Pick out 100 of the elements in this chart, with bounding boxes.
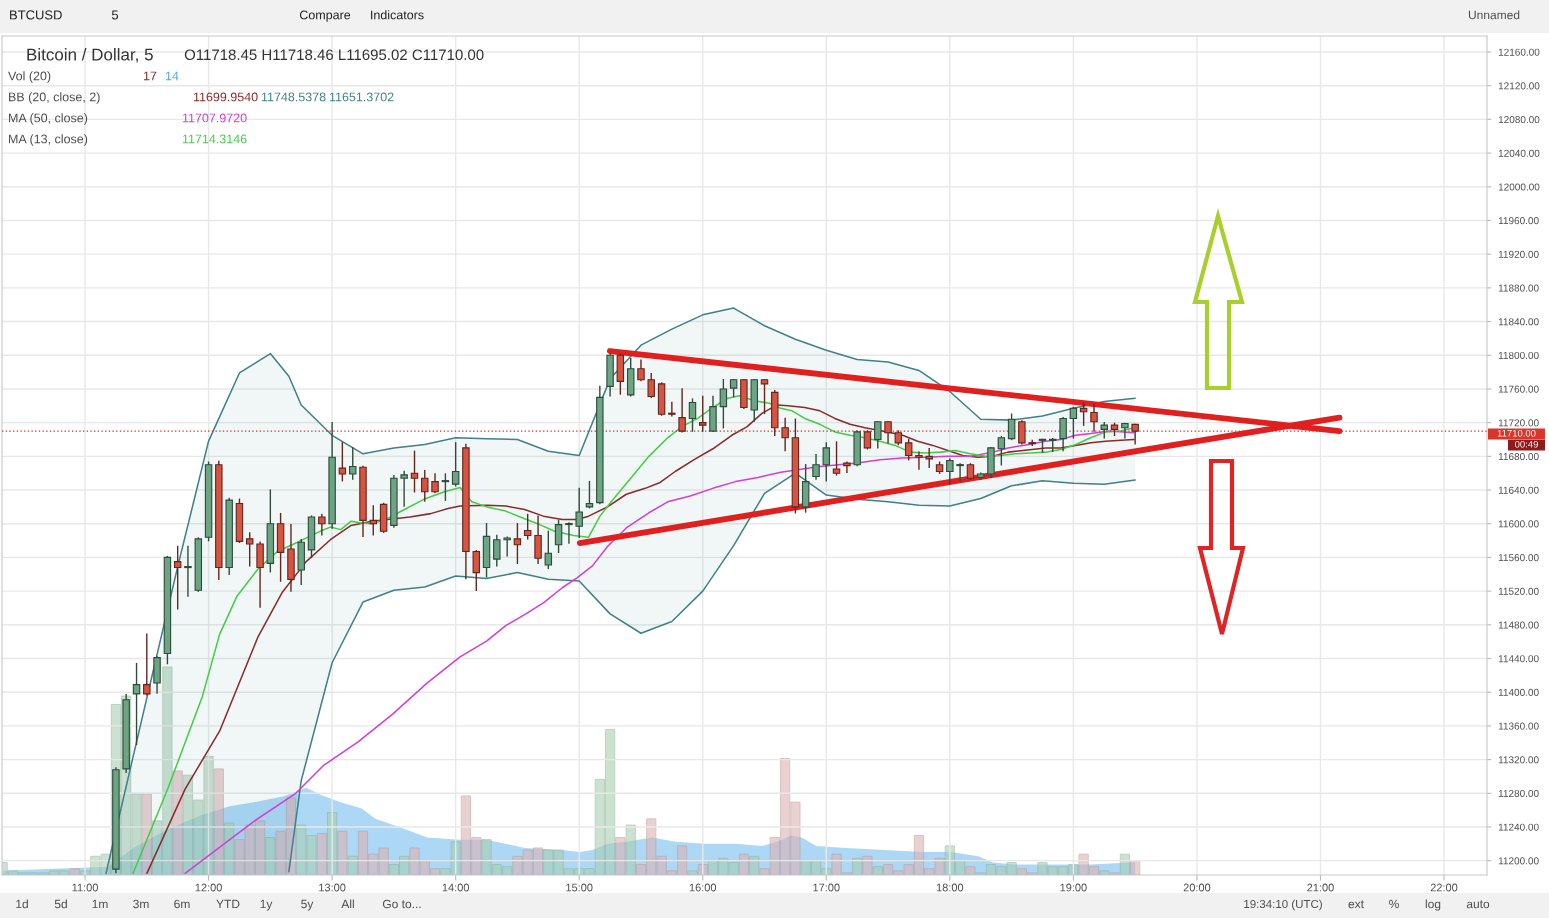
candlestick (143, 633, 151, 696)
text: log (1425, 899, 1441, 911)
bar (913, 834, 925, 875)
annotation: Vol (20) (8, 71, 51, 83)
bar (625, 824, 636, 875)
text: Compare (299, 10, 351, 22)
bar (872, 866, 883, 875)
y-tick-label: 11400.00 (1498, 688, 1539, 696)
bar (831, 853, 842, 875)
bar (316, 832, 327, 875)
candlestick (245, 532, 254, 567)
y-tick-label: 11840.00 (1498, 318, 1539, 326)
y-tick-label: 11800.00 (1498, 351, 1539, 359)
candlestick (997, 436, 1006, 466)
text: Indicators (371, 10, 424, 20)
candlestick (554, 519, 563, 554)
bar (553, 849, 564, 875)
candlestick (1069, 406, 1078, 439)
annotation: 11699.9540 (193, 92, 258, 102)
bar (728, 862, 739, 875)
bar (749, 855, 760, 875)
bar (337, 830, 348, 875)
text: 19:34:10 (UTC) (1244, 899, 1322, 911)
candlestick (874, 421, 882, 449)
y-tick-label: 11480.00 (1498, 621, 1539, 629)
candlestick (493, 534, 501, 567)
x-tick-label: 13:00 (319, 883, 346, 892)
x-tick-label: 16:00 (689, 883, 717, 892)
y-tick-label: 11960.00 (1498, 217, 1539, 225)
candlestick (946, 458, 954, 485)
bar (471, 837, 482, 875)
bar (862, 855, 873, 875)
candlestick (534, 515, 542, 565)
annotation: 11707.9720 (182, 113, 247, 123)
x-tick-label: 19:00 (1060, 883, 1087, 892)
bar (656, 855, 667, 875)
bar (882, 864, 894, 875)
bar (357, 830, 369, 875)
y-tick-label: 11360.00 (1498, 722, 1539, 730)
candlestick (925, 448, 933, 468)
candlestick (349, 447, 357, 480)
candlestick (668, 401, 676, 417)
y-tick-label: 11240.00 (1498, 823, 1539, 831)
candlestick (421, 469, 429, 502)
y-tick-label: 11680.00 (1498, 452, 1539, 461)
x-tick-label: 14:00 (442, 883, 469, 892)
text: 5d (54, 899, 67, 909)
candlestick (688, 398, 697, 432)
candlestick (513, 523, 522, 565)
bar (491, 864, 502, 875)
bar (697, 864, 708, 875)
bar (450, 841, 461, 875)
bar (388, 864, 399, 875)
x-tick-label: 12:00 (195, 883, 222, 892)
y-tick-label: 12080.00 (1498, 116, 1540, 124)
bar (409, 847, 420, 875)
annotation: 11748.5378 (261, 92, 326, 102)
bar (532, 847, 544, 875)
text: YTD (216, 899, 240, 909)
candlestick (915, 451, 923, 470)
y-tick-label: 11720.00 (1498, 419, 1539, 427)
candlestick (400, 470, 408, 507)
candlestick (822, 442, 831, 482)
candlestick (1090, 403, 1098, 432)
bar (1037, 862, 1048, 875)
y-tick-label: 11520.00 (1498, 587, 1539, 595)
bar (635, 864, 647, 875)
bar (59, 870, 70, 875)
text: Unnamed (1468, 10, 1520, 20)
candlestick (637, 359, 645, 382)
x-tick-label: 21:00 (1307, 883, 1334, 892)
text: 1m (92, 899, 108, 909)
bar (790, 801, 801, 875)
candlestick (1131, 423, 1139, 445)
bar (985, 864, 997, 875)
candlestick (451, 442, 460, 487)
y-tick-label: 11280.00 (1498, 789, 1539, 798)
candlestick (472, 549, 481, 591)
x-tick-label: 22:00 (1430, 883, 1458, 892)
bar (604, 728, 616, 875)
candlestick (1018, 420, 1026, 445)
bar (677, 845, 688, 875)
bar (543, 849, 554, 875)
bar (646, 818, 657, 875)
text: auto (1466, 900, 1490, 909)
bar (615, 837, 626, 875)
text: BTCUSD (10, 10, 62, 20)
candlestick (441, 473, 450, 501)
candlestick (781, 417, 789, 452)
x-tick-label: 20:00 (1183, 883, 1211, 892)
ref-line-label: 11710.00 (1497, 429, 1536, 437)
candlestick (832, 441, 841, 476)
candlestick (678, 388, 686, 433)
bar (769, 837, 780, 875)
line-series (288, 472, 1136, 873)
y-tick-label: 12040.00 (1498, 149, 1540, 157)
bar (780, 758, 791, 875)
candlestick (647, 373, 655, 399)
bar (1006, 862, 1017, 875)
bar (347, 855, 358, 875)
